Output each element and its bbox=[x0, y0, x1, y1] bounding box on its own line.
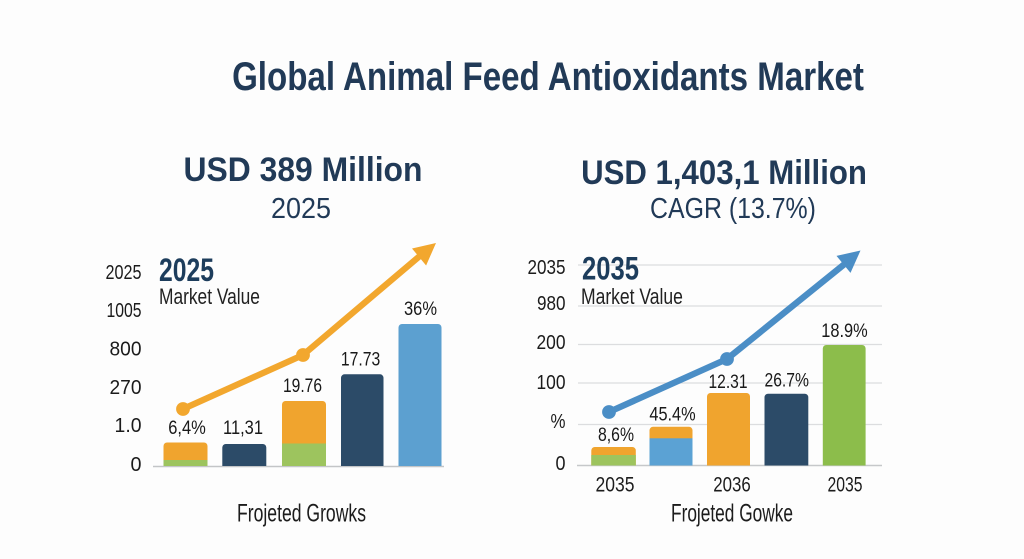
svg-text:Frojeted Growks: Frojeted Growks bbox=[237, 498, 366, 527]
svg-text:0: 0 bbox=[555, 453, 565, 475]
svg-text:1.0: 1.0 bbox=[115, 415, 142, 437]
svg-text:2035: 2035 bbox=[596, 473, 635, 497]
svg-text:17.73: 17.73 bbox=[341, 348, 380, 370]
svg-text:Global Animal Feed Antioxidant: Global Animal Feed Antioxidants Market bbox=[232, 54, 864, 99]
svg-text:11,31: 11,31 bbox=[223, 417, 263, 438]
svg-text:2036: 2036 bbox=[713, 474, 750, 497]
svg-text:270: 270 bbox=[110, 377, 142, 399]
svg-text:1005: 1005 bbox=[107, 299, 142, 321]
svg-text:2025: 2025 bbox=[159, 253, 214, 289]
svg-text:2025: 2025 bbox=[106, 261, 142, 283]
svg-text:980: 980 bbox=[537, 292, 565, 315]
svg-text:100: 100 bbox=[537, 371, 566, 393]
svg-text:45.4%: 45.4% bbox=[649, 403, 696, 424]
svg-text:USD 1,403,1 Million: USD 1,403,1 Million bbox=[581, 153, 867, 192]
svg-text:26.7%: 26.7% bbox=[764, 369, 808, 391]
svg-text:%: % bbox=[551, 410, 566, 433]
svg-text:0: 0 bbox=[130, 454, 141, 476]
svg-text:2035: 2035 bbox=[582, 252, 639, 287]
svg-text:2035: 2035 bbox=[528, 256, 566, 279]
svg-text:2035: 2035 bbox=[828, 472, 863, 496]
svg-text:18.9%: 18.9% bbox=[821, 320, 868, 341]
svg-text:Market Value: Market Value bbox=[159, 285, 260, 309]
svg-text:36%: 36% bbox=[404, 298, 437, 319]
svg-text:200: 200 bbox=[537, 331, 566, 353]
svg-text:19.76: 19.76 bbox=[283, 375, 322, 397]
svg-text:USD 389 Million: USD 389 Million bbox=[184, 150, 423, 188]
svg-text:2025: 2025 bbox=[271, 192, 331, 224]
svg-text:Frojeted Gowke: Frojeted Gowke bbox=[671, 499, 793, 527]
svg-text:12.31: 12.31 bbox=[709, 371, 748, 393]
svg-text:8,6%: 8,6% bbox=[598, 424, 634, 446]
svg-text:6,4%: 6,4% bbox=[168, 417, 206, 438]
svg-text:800: 800 bbox=[110, 338, 142, 360]
svg-text:CAGR (13.7%): CAGR (13.7%) bbox=[650, 192, 816, 224]
svg-text:Market Value: Market Value bbox=[581, 285, 683, 309]
